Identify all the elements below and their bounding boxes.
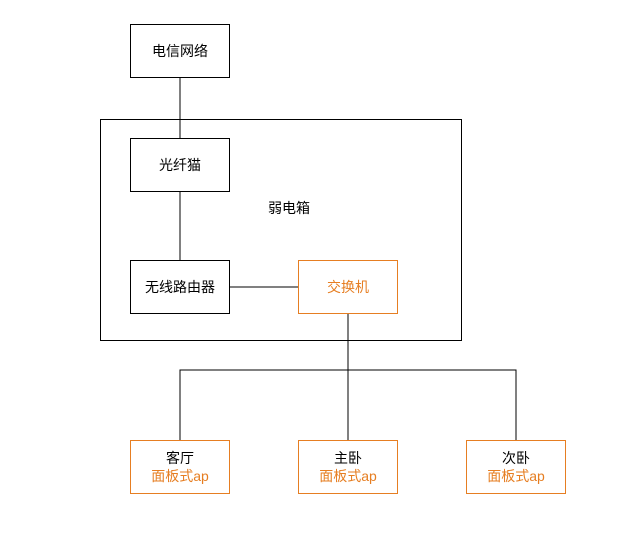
node-router-label: 无线路由器 <box>145 278 215 296</box>
node-modem-label: 光纤猫 <box>159 156 201 174</box>
node-living-label1: 客厅 <box>166 449 194 467</box>
node-living-label2: 面板式ap <box>151 467 209 485</box>
node-router: 无线路由器 <box>130 260 230 314</box>
node-master-label2: 面板式ap <box>319 467 377 485</box>
node-second-bedroom: 次卧 面板式ap <box>466 440 566 494</box>
node-switch-label: 交换机 <box>327 278 369 296</box>
node-living-room: 客厅 面板式ap <box>130 440 230 494</box>
node-switch: 交换机 <box>298 260 398 314</box>
node-telecom-label: 电信网络 <box>152 42 208 60</box>
node-second-label1: 次卧 <box>502 449 530 467</box>
weak-electric-box-label: 弱电箱 <box>268 198 310 218</box>
node-master-bedroom: 主卧 面板式ap <box>298 440 398 494</box>
node-modem: 光纤猫 <box>130 138 230 192</box>
node-second-label2: 面板式ap <box>487 467 545 485</box>
node-telecom: 电信网络 <box>130 24 230 78</box>
node-master-label1: 主卧 <box>334 449 362 467</box>
